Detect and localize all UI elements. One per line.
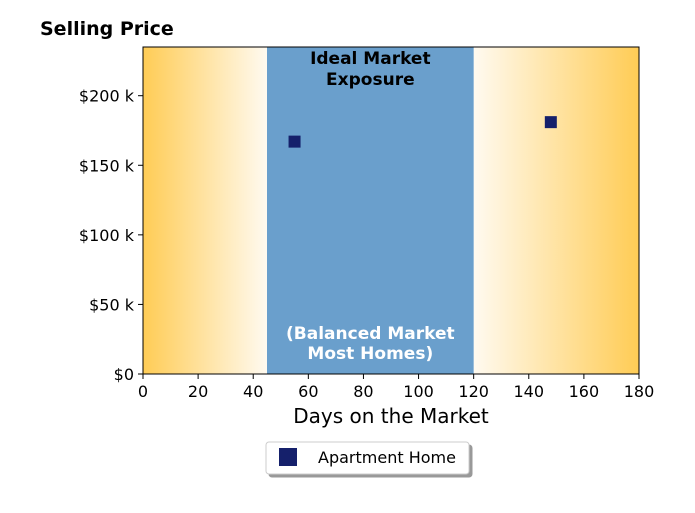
x-tick-label: 160 [569,382,600,401]
x-tick-label: 80 [353,382,373,401]
plot-frame [142,46,640,375]
x-tick-label: 20 [188,382,208,401]
y-tick-label: $150 k [79,156,135,175]
y-tick-label: $50 k [89,295,135,314]
data-point [288,135,301,148]
x-tick-label: 60 [298,382,318,401]
x-axis-title: Days on the Market [293,404,489,428]
data-points [288,116,557,148]
x-axis: 0 20 40 60 80 100 120 140 160 180 [138,374,654,401]
x-tick-label: 100 [403,382,434,401]
x-tick-label: 0 [138,382,148,401]
legend-box [265,441,470,475]
y-tick-label: $200 k [79,87,135,106]
gradient-left-zone [143,47,267,374]
y-tick-label: $100 k [79,226,135,245]
legend-marker-apartment-home [279,448,297,466]
chart-title: Selling Price [40,18,174,40]
x-tick-label: 140 [514,382,545,401]
ideal-exposure-region [267,47,474,374]
x-tick-label: 120 [458,382,489,401]
x-tick-label: 180 [624,382,655,401]
region-label-bottom-line: Most Homes) [307,344,433,364]
legend-label-apartment-home: Apartment Home [318,448,456,467]
region-label-top-line: Ideal Market [310,49,431,69]
gradient-right-zone [473,47,639,374]
data-point [544,116,557,129]
region-label-top-line: Exposure [326,70,415,90]
region-label-bottom-line: (Balanced Market [286,324,455,344]
x-tick-label: 40 [243,382,263,401]
y-tick-label: $0 [114,365,134,384]
legend: Apartment Home [265,441,470,475]
y-axis: $0 $50 k $100 k $150 k $200 k [79,87,143,384]
